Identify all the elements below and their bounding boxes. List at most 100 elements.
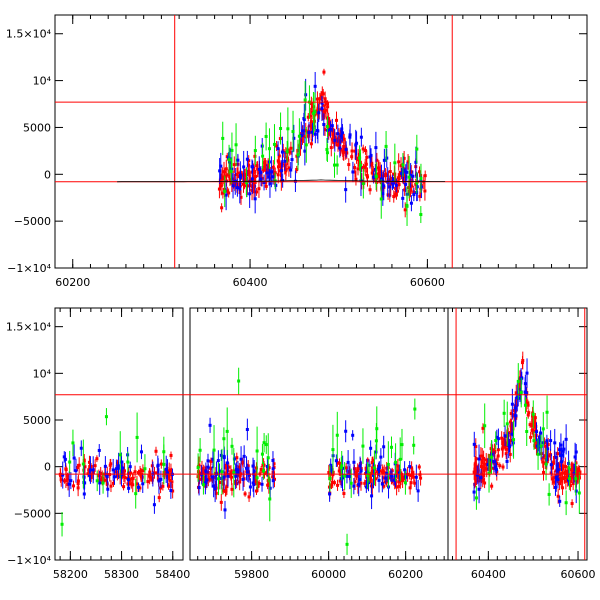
data-point: [245, 157, 249, 161]
data-point: [559, 479, 563, 483]
data-point: [253, 149, 257, 153]
data-point: [311, 111, 315, 115]
data-point: [229, 471, 233, 475]
data-point: [306, 115, 310, 119]
data-point: [339, 134, 343, 138]
data-point: [265, 465, 269, 469]
data-point: [505, 459, 509, 463]
data-point: [88, 468, 92, 472]
data-point: [556, 468, 560, 472]
data-point: [392, 194, 396, 198]
data-point: [341, 151, 345, 155]
data-point: [313, 84, 317, 88]
data-point: [527, 411, 531, 415]
data-point: [557, 466, 561, 470]
data-point: [236, 468, 240, 472]
data-point: [556, 478, 560, 482]
data-point: [562, 476, 566, 480]
data-point: [526, 403, 530, 407]
data-point: [483, 424, 487, 428]
data-point: [245, 180, 249, 184]
data-point: [496, 454, 500, 458]
data-point: [89, 464, 93, 468]
data-point: [68, 460, 72, 464]
data-point: [567, 477, 571, 481]
data-point: [547, 454, 551, 458]
data-point: [377, 465, 381, 469]
data-point: [251, 464, 255, 468]
data-point: [356, 167, 360, 171]
data-point: [238, 173, 242, 177]
data-point: [216, 477, 220, 481]
data-point: [344, 147, 348, 151]
data-point: [303, 149, 307, 153]
data-point: [525, 371, 529, 375]
data-point: [253, 184, 257, 188]
data-point: [209, 466, 213, 470]
data-point: [472, 442, 476, 446]
data-point: [329, 146, 333, 150]
data-point: [206, 459, 210, 463]
data-point: [515, 403, 519, 407]
data-point: [82, 475, 86, 479]
data-point: [220, 470, 224, 474]
data-point: [168, 478, 172, 482]
y-tick-label: 1.5×10⁴: [6, 321, 52, 334]
data-point: [320, 91, 324, 95]
data-point: [286, 127, 290, 131]
data-point: [225, 429, 229, 433]
y-tick-label: 10⁴: [33, 367, 52, 380]
data-point: [252, 483, 256, 487]
data-point: [520, 376, 524, 380]
data-point: [208, 423, 212, 427]
data-point: [481, 426, 485, 430]
data-point: [74, 469, 78, 473]
data-point: [514, 391, 518, 395]
data-point: [266, 456, 270, 460]
data-point: [479, 465, 483, 469]
data-point: [412, 443, 416, 447]
data-point: [72, 456, 76, 460]
data-point: [370, 461, 374, 465]
data-point: [508, 452, 512, 456]
data-point: [199, 471, 203, 475]
data-point: [272, 173, 276, 177]
data-point: [264, 184, 268, 188]
data-point: [398, 174, 402, 178]
data-point: [483, 466, 487, 470]
data-point: [503, 434, 507, 438]
x-tick-label: 60600: [410, 276, 445, 289]
data-point: [141, 469, 145, 473]
data-point: [343, 474, 347, 478]
data-point: [412, 193, 416, 197]
data-point: [364, 162, 368, 166]
data-point: [112, 475, 116, 479]
data-point: [275, 144, 279, 148]
data-point: [82, 459, 86, 463]
data-point: [338, 146, 342, 150]
x-tick-label: 58300: [104, 568, 139, 581]
data-point: [202, 479, 206, 483]
data-point: [217, 469, 221, 473]
data-point: [76, 465, 80, 469]
data-point: [98, 481, 102, 485]
data-point: [553, 485, 557, 489]
data-point: [283, 159, 287, 163]
data-point: [564, 501, 568, 505]
data-point: [365, 471, 369, 475]
data-point: [409, 170, 413, 174]
data-point: [226, 173, 230, 177]
bottom-panel: −1×10⁴ −5000 0 5000 10⁴ 1.5×10⁴ 58200 58300 5840…: [6, 307, 596, 581]
data-point: [322, 122, 326, 126]
data-point: [272, 462, 276, 466]
data-point: [222, 475, 226, 479]
data-point: [558, 448, 562, 452]
data-point: [255, 164, 259, 168]
data-point: [135, 435, 139, 439]
data-point: [472, 490, 476, 494]
data-point: [284, 168, 288, 172]
data-point: [105, 475, 109, 479]
data-point: [504, 442, 508, 446]
data-point: [259, 177, 263, 181]
data-point: [521, 359, 525, 363]
